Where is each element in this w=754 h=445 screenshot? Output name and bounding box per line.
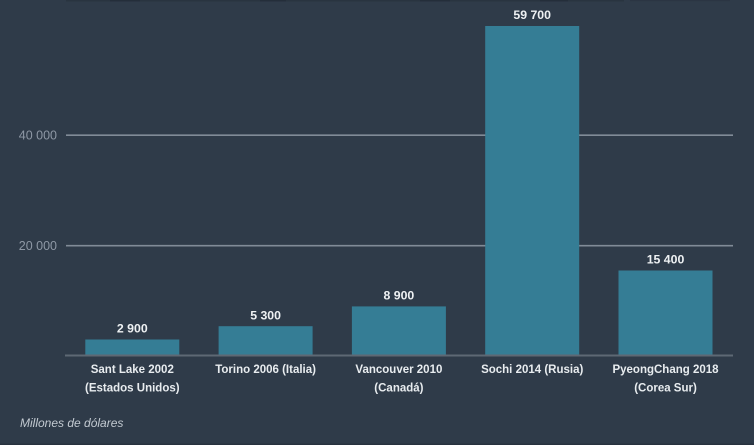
svg-text:(Canadá): (Canadá) bbox=[374, 383, 423, 395]
svg-text:8 900: 8 900 bbox=[384, 289, 415, 303]
svg-text:Sochi 2014 (Rusia): Sochi 2014 (Rusia) bbox=[481, 364, 583, 376]
svg-text:Sant Lake 2002: Sant Lake 2002 bbox=[91, 364, 174, 376]
svg-text:59 700: 59 700 bbox=[513, 8, 551, 22]
svg-text:Vancouver 2010: Vancouver 2010 bbox=[355, 364, 442, 376]
svg-text:5 300: 5 300 bbox=[250, 308, 281, 322]
svg-text:15 400: 15 400 bbox=[647, 253, 685, 267]
svg-text:20 000: 20 000 bbox=[19, 239, 57, 253]
svg-text:40 000: 40 000 bbox=[19, 128, 57, 142]
svg-text:(Corea Sur): (Corea Sur) bbox=[634, 383, 697, 395]
svg-text:(Estados Unidos): (Estados Unidos) bbox=[85, 383, 180, 395]
svg-text:2 900: 2 900 bbox=[117, 322, 148, 336]
svg-text:Torino 2006 (Italia): Torino 2006 (Italia) bbox=[215, 364, 316, 376]
svg-text:Millones de dólares: Millones de dólares bbox=[20, 416, 123, 430]
svg-text:PyeongChang 2018: PyeongChang 2018 bbox=[612, 364, 719, 376]
